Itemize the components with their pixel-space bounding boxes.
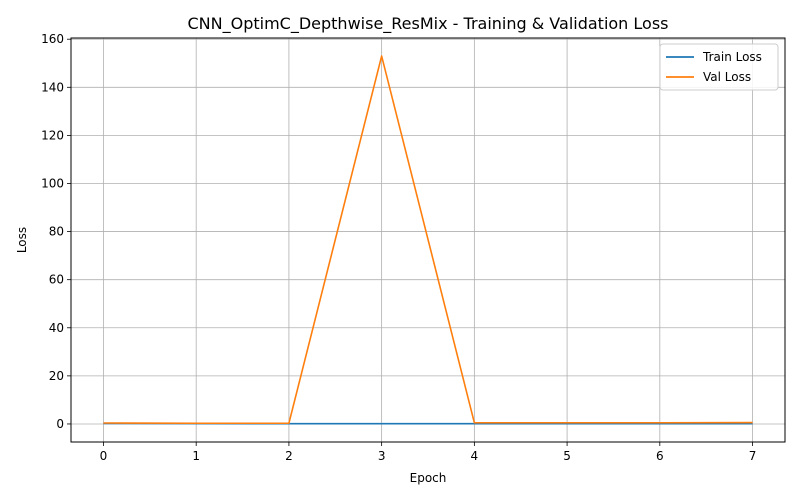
x-tick-label: 2	[285, 449, 293, 463]
y-tick-label: 40	[49, 321, 64, 335]
x-tick-label: 1	[192, 449, 200, 463]
x-tick-label: 4	[471, 449, 479, 463]
x-tick-label: 6	[656, 449, 664, 463]
legend-label-val-loss: Val Loss	[703, 70, 751, 84]
y-tick-label: 160	[41, 32, 64, 46]
series-line-val-loss	[103, 55, 753, 425]
legend-box	[659, 43, 779, 91]
y-tick-label: 60	[49, 273, 64, 287]
legend-label-train-loss: Train Loss	[702, 50, 762, 64]
series-lines	[103, 55, 753, 425]
y-tick-label: 80	[49, 225, 64, 239]
x-tick-label: 0	[100, 449, 108, 463]
x-axis-ticks: 0 1 2 3 4 5 6 7	[100, 442, 757, 463]
y-tick-label: 100	[41, 176, 64, 190]
x-tick-label: 3	[378, 449, 386, 463]
x-tick-label: 7	[749, 449, 757, 463]
plot-area-frame	[70, 37, 786, 443]
y-tick-label: 140	[41, 80, 64, 94]
y-tick-label: 20	[49, 369, 64, 383]
y-axis-label: Loss	[15, 227, 29, 253]
x-tick-label: 5	[563, 449, 571, 463]
legend: Train Loss Val Loss	[659, 43, 779, 91]
chart-title: CNN_OptimC_Depthwise_ResMix - Training &…	[188, 14, 669, 34]
y-tick-label: 120	[41, 128, 64, 142]
y-axis-ticks: 0 20 40 60 80 100 120 140 160	[41, 32, 71, 431]
x-axis-label: Epoch	[410, 471, 447, 485]
y-tick-label: 0	[56, 417, 64, 431]
